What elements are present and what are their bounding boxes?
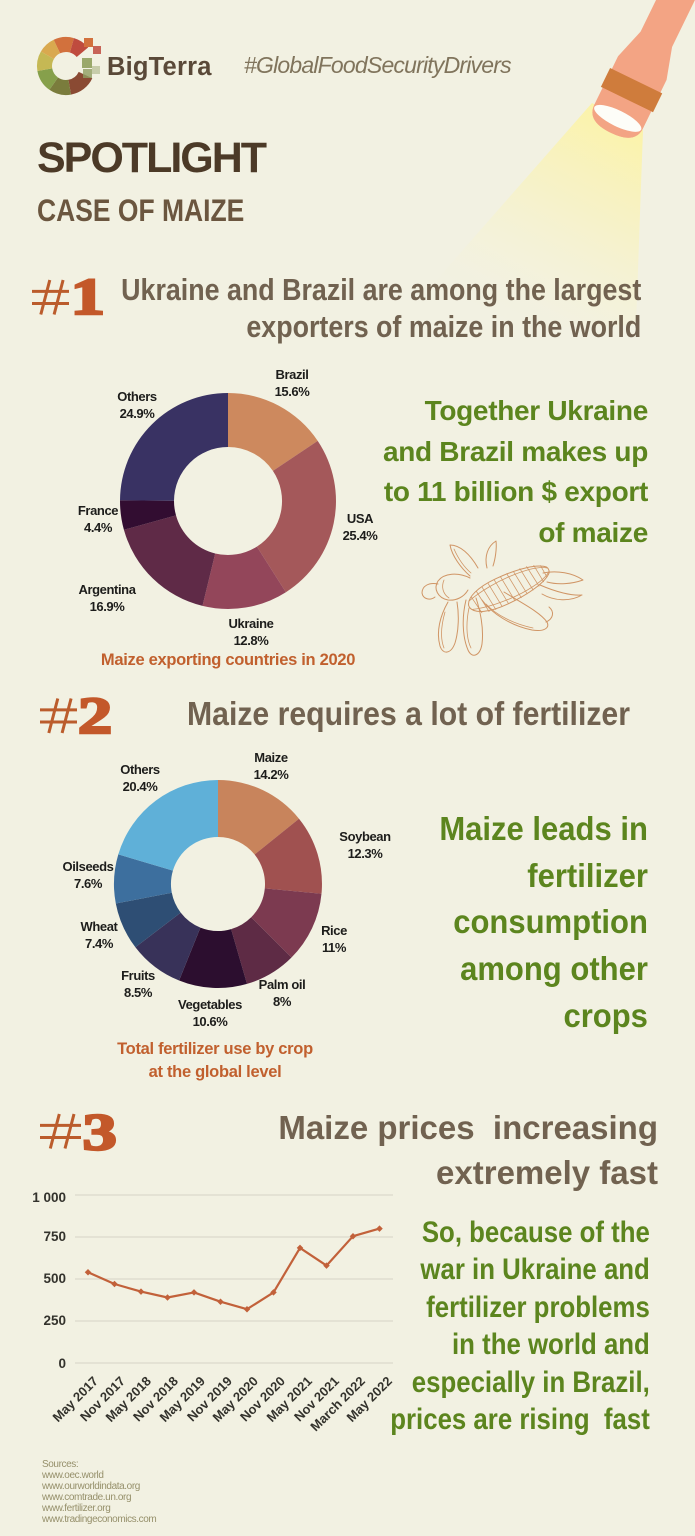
svg-text:3: 3 xyxy=(83,1104,117,1161)
svg-text:2: 2 xyxy=(78,688,112,745)
svg-text:1: 1 xyxy=(71,269,105,326)
